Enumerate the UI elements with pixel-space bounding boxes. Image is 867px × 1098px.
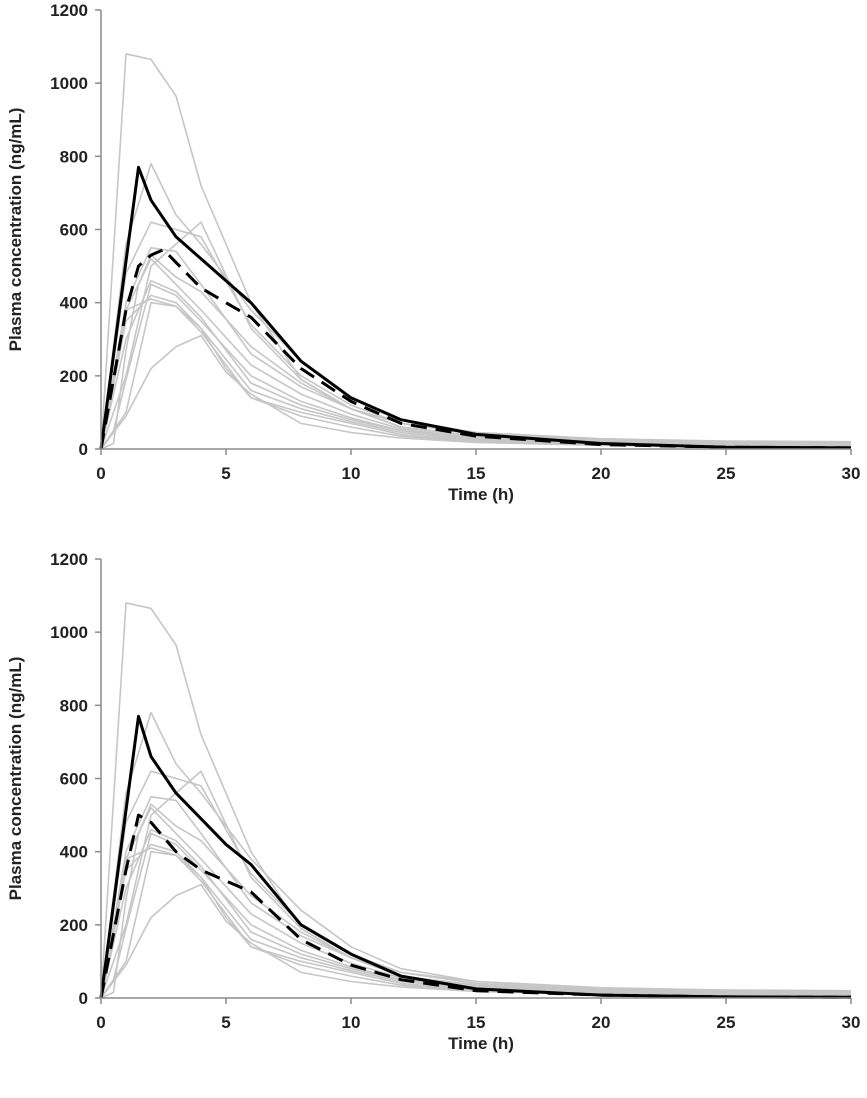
chart-bottom: 0 200 400 600 800 1000 1200 0 5 10 15 20 25 30 Time (h… xyxy=(6,550,861,1053)
x-tick-label: 10 xyxy=(342,464,361,483)
y-tick-label: 0 xyxy=(79,989,88,1008)
x-tick-label: 25 xyxy=(717,1013,736,1032)
y-tick-label: 800 xyxy=(60,147,88,166)
individual-series-line xyxy=(100,294,852,450)
y-axis-title: Plasma concentration (ng/mL) xyxy=(6,108,25,352)
individual-series-line xyxy=(100,334,852,450)
x-tick-label: 5 xyxy=(221,1013,230,1032)
y-tick-label: 1200 xyxy=(50,550,88,569)
mean-solid-series-line xyxy=(99,714,852,999)
y-tick-label: 600 xyxy=(60,770,88,789)
y-tick-label: 600 xyxy=(60,221,88,240)
y-tick-label: 1200 xyxy=(50,1,88,20)
individual-series-line xyxy=(100,803,852,999)
mean-solid-series-line xyxy=(99,165,852,450)
y-tick-label: 1000 xyxy=(50,623,88,642)
x-tick-label: 15 xyxy=(467,464,486,483)
x-tick-label: 20 xyxy=(592,464,611,483)
x-tick-label: 0 xyxy=(96,1013,105,1032)
y-tick-label: 200 xyxy=(60,916,88,935)
y-tick-label: 200 xyxy=(60,367,88,386)
individual-series-line xyxy=(100,221,852,450)
x-tick-label: 25 xyxy=(717,464,736,483)
chart-top: 0 200 400 600 800 1000 1200 0 5 10 15 20 25 30 Time (h… xyxy=(6,1,861,504)
x-tick-label: 20 xyxy=(592,1013,611,1032)
y-axis-title: Plasma concentration (ng/mL) xyxy=(6,657,25,901)
y-tick-label: 1000 xyxy=(50,74,88,93)
individual-series-line xyxy=(100,298,852,450)
y-tick-label: 400 xyxy=(60,294,88,313)
x-tick-label: 30 xyxy=(842,1013,861,1032)
individual-series-line xyxy=(100,254,852,450)
y-tick-label: 800 xyxy=(60,696,88,715)
individual-series-line xyxy=(100,832,852,999)
individual-series-line xyxy=(100,711,852,999)
x-axis-title: Time (h) xyxy=(448,1034,514,1053)
x-tick-label: 0 xyxy=(96,464,105,483)
individual-series-line xyxy=(100,283,852,450)
x-tick-label: 10 xyxy=(342,1013,361,1032)
y-tick-label: 0 xyxy=(79,440,88,459)
x-tick-label: 15 xyxy=(467,1013,486,1032)
x-tick-label: 30 xyxy=(842,464,861,483)
individual-series-line xyxy=(100,602,852,999)
individual-series-line xyxy=(100,843,852,999)
x-tick-label: 5 xyxy=(221,464,230,483)
x-axis-title: Time (h) xyxy=(448,485,514,504)
mean-dashed-series-line xyxy=(99,813,852,999)
individual-series-line xyxy=(100,53,852,450)
individual-series-line xyxy=(100,847,852,999)
y-tick-label: 400 xyxy=(60,843,88,862)
